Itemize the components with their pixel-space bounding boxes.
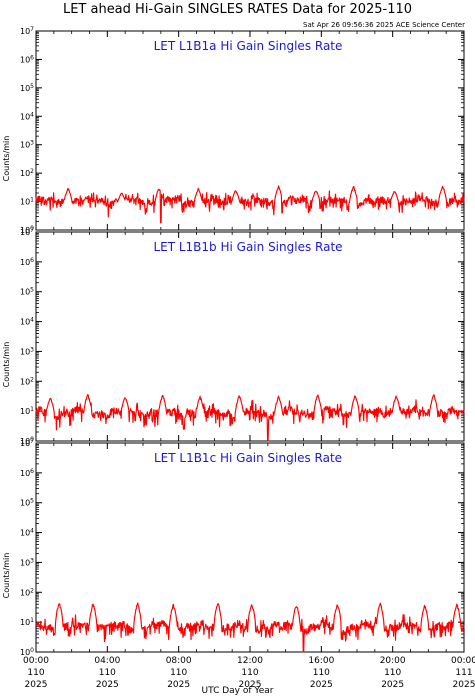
x-tick-year: 2025 [381,680,404,690]
x-tick-day: 110 [99,668,116,678]
y-axis-label: Counts/min [2,553,11,599]
y-tick-label: 104 [20,527,34,538]
x-tick-day: 110 [313,668,330,678]
panel-title: LET L1B1b Hi Gain Singles Rate [153,240,342,254]
page-title: LET ahead Hi-Gain SINGLES RATES Data for… [63,2,412,17]
x-tick-day: 111 [455,668,472,678]
y-tick-label: 104 [20,111,34,122]
x-tick-time: 04:00 [94,656,120,666]
series-line [35,393,465,442]
x-tick-year: 2025 [96,680,119,690]
x-tick-year: 2025 [167,680,190,690]
x-tick-year: 2025 [310,680,333,690]
panel-title: LET L1B1c Hi Gain Singles Rate [154,451,342,465]
panel-frame [35,442,465,653]
panel-title: LET L1B1a Hi Gain Singles Rate [154,39,343,53]
x-tick-day: 110 [384,668,401,678]
y-axis-label: Counts/min [2,136,11,182]
y-tick-label: 100 [20,647,34,658]
x-tick-time: 20:00 [380,656,406,666]
x-tick-day: 110 [27,668,44,678]
x-tick-time: 12:00 [237,656,263,666]
x-tick-year: 2025 [239,680,262,690]
x-tick-time: 00:00 [23,656,49,666]
y-tick-label: 102 [20,376,34,387]
y-tick-label: 107 [20,227,34,238]
y-tick-label: 107 [20,26,34,37]
x-tick-time: 16:00 [308,656,334,666]
x-axis-label: UTC Day of Year [202,686,274,696]
x-tick-time: 00:00 [451,656,475,666]
x-tick-time: 08:00 [166,656,192,666]
y-tick-label: 102 [20,168,34,179]
x-tick-year: 2025 [25,680,48,690]
y-tick-label: 106 [20,256,34,267]
y-tick-label: 105 [20,497,34,508]
y-tick-label: 106 [20,54,34,65]
y-tick-label: 107 [20,438,34,449]
y-tick-label: 103 [20,557,34,568]
chart-panel-2: 100 101 102 103 104 105 106 107 Counts/min LET L1… [2,227,465,447]
x-tick-day: 110 [241,668,258,678]
y-tick-label: 103 [20,346,34,357]
y-tick-label: 105 [20,286,34,297]
y-tick-label: 106 [20,467,34,478]
y-tick-label: 104 [20,316,34,327]
y-tick-label: 100 [20,436,34,447]
y-tick-label: 105 [20,82,34,93]
y-tick-label: 100 [20,225,34,236]
y-axis-label: Counts/min [2,342,11,388]
x-tick-year: 2025 [453,680,475,690]
x-axis-labels: 00:00 110 2025 04:00 110 2025 08:00 110 2025 12:0… [23,656,475,690]
y-tick-label: 102 [20,587,34,598]
x-tick-day: 110 [170,668,187,678]
y-tick-label: 103 [20,139,34,150]
chart-panel-3: 100 101 102 103 104 105 106 107 Counts/min LET L1… [2,438,465,658]
y-tick-label: 101 [20,196,34,207]
timestamp: Sat Apr 26 09:56:36 2025 ACE Science Cen… [303,21,465,29]
chart-panel-1: 100 101 102 103 104 105 106 107 Counts/min LET L1… [2,26,465,236]
y-tick-label: 101 [20,617,34,628]
series-line [35,185,465,224]
series-line [35,602,465,653]
y-tick-label: 101 [20,406,34,417]
